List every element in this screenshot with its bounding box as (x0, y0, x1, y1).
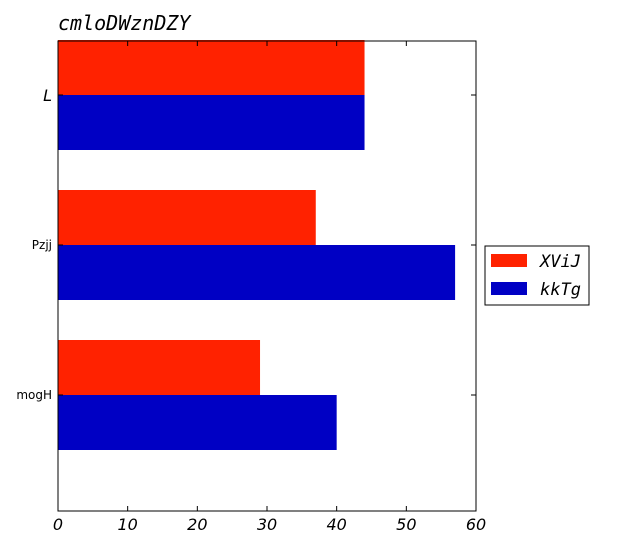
y-tick-label-L: L (43, 86, 52, 105)
bar-kkTg-mogH (58, 395, 337, 450)
chart-title: cmloDWznDZY (58, 11, 192, 35)
bar-XViJ-mogH (58, 340, 261, 395)
y-tick-label-Pzjj: Pzjj (32, 238, 52, 252)
legend-label-kkTg: kkTg (540, 280, 581, 300)
bar-kkTg-Pzjj (58, 245, 456, 300)
x-tick-label: 60 (466, 515, 486, 534)
y-tick-label-mogH: mogH (16, 388, 52, 402)
x-tick-label: 0 (53, 515, 63, 534)
x-tick-label: 50 (396, 515, 416, 534)
legend: XViJ kkTg (484, 245, 590, 306)
bar-XViJ-L (58, 40, 365, 95)
y-axis-ticks: L Pzjj mogH (16, 86, 476, 402)
bars-group (58, 40, 456, 450)
bar-kkTg-L (58, 95, 365, 150)
x-tick-label: 20 (187, 515, 207, 534)
legend-swatch-XViJ (491, 254, 527, 267)
x-axis-ticks: 0 10 20 30 40 50 60 (53, 41, 486, 534)
x-tick-label: 30 (257, 515, 277, 534)
x-tick-label: 40 (326, 515, 346, 534)
x-tick-label: 10 (117, 515, 137, 534)
legend-label-XViJ: XViJ (538, 252, 581, 272)
legend-swatch-kkTg (491, 282, 527, 295)
bar-XViJ-Pzjj (58, 190, 316, 245)
